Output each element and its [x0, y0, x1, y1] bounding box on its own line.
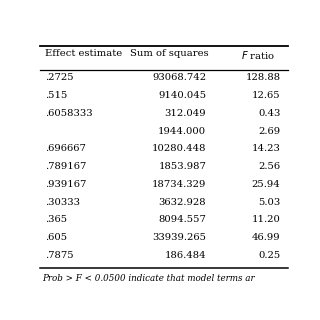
Text: 8094.557: 8094.557 — [158, 215, 206, 224]
Text: 10280.448: 10280.448 — [152, 144, 206, 153]
Text: 46.99: 46.99 — [252, 233, 281, 242]
Text: 312.049: 312.049 — [164, 109, 206, 118]
Text: 11.20: 11.20 — [252, 215, 281, 224]
Text: .696667: .696667 — [45, 144, 86, 153]
Text: 1944.000: 1944.000 — [158, 127, 206, 136]
Text: 18734.329: 18734.329 — [152, 180, 206, 189]
Text: 1853.987: 1853.987 — [158, 162, 206, 171]
Text: Effect estimate: Effect estimate — [45, 50, 122, 59]
Text: 186.484: 186.484 — [164, 251, 206, 260]
Text: 33939.265: 33939.265 — [152, 233, 206, 242]
Text: 2.69: 2.69 — [259, 127, 281, 136]
Text: .939167: .939167 — [45, 180, 86, 189]
Text: 12.65: 12.65 — [252, 91, 281, 100]
Text: .7875: .7875 — [45, 251, 74, 260]
Text: .365: .365 — [45, 215, 67, 224]
Text: 93068.742: 93068.742 — [152, 73, 206, 82]
Text: $\it{F}$ ratio: $\it{F}$ ratio — [241, 50, 276, 61]
Text: 2.56: 2.56 — [259, 162, 281, 171]
Text: 0.43: 0.43 — [258, 109, 281, 118]
Text: .789167: .789167 — [45, 162, 86, 171]
Text: .6058333: .6058333 — [45, 109, 92, 118]
Text: 14.23: 14.23 — [252, 144, 281, 153]
Text: Sum of squares: Sum of squares — [130, 50, 208, 59]
Text: 3632.928: 3632.928 — [158, 197, 206, 207]
Text: .2725: .2725 — [45, 73, 74, 82]
Text: Prob > F < 0.0500 indicate that model terms ar: Prob > F < 0.0500 indicate that model te… — [43, 274, 255, 283]
Text: 128.88: 128.88 — [245, 73, 281, 82]
Text: 25.94: 25.94 — [252, 180, 281, 189]
Text: .515: .515 — [45, 91, 67, 100]
Text: .30333: .30333 — [45, 197, 80, 207]
Text: 5.03: 5.03 — [258, 197, 281, 207]
Text: .605: .605 — [45, 233, 67, 242]
Text: 0.25: 0.25 — [258, 251, 281, 260]
Text: 9140.045: 9140.045 — [158, 91, 206, 100]
